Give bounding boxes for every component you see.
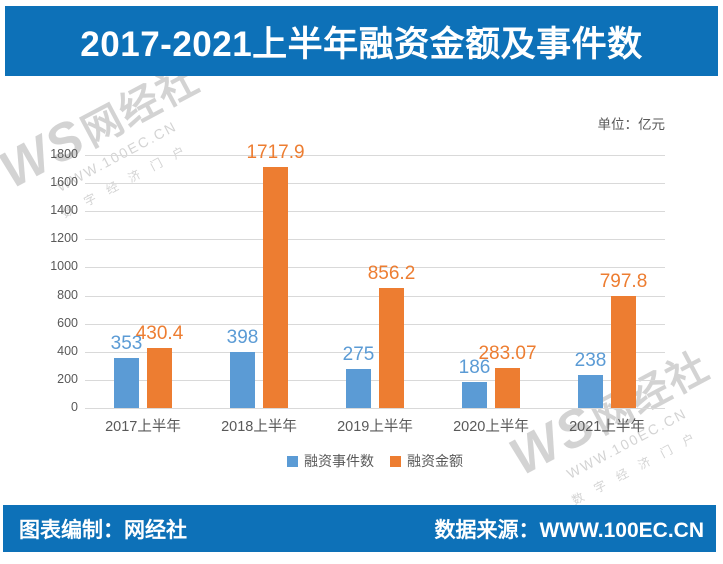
gridline [85, 323, 665, 325]
gridline [85, 408, 665, 409]
bar-value-label: 856.2 [367, 262, 416, 284]
chart-legend: 融资事件数 融资金额 [85, 450, 665, 472]
bar-events [114, 358, 139, 408]
y-tick-label: 1400 [50, 203, 78, 218]
gridline [85, 295, 665, 297]
bar-amount [495, 368, 520, 408]
gridline [85, 211, 665, 213]
bar-events [578, 374, 603, 408]
y-tick-label: 1200 [50, 231, 78, 246]
x-tick-label: 2017上半年 [105, 419, 181, 435]
bar-amount [379, 287, 404, 408]
x-tick-label: 2018上半年 [221, 419, 297, 435]
y-tick-label: 1000 [50, 259, 78, 274]
gridline [85, 183, 665, 185]
bar-value-label: 797.8 [599, 270, 648, 292]
bar-value-label: 353 [110, 333, 143, 355]
gridline [85, 379, 665, 381]
y-tick-label: 600 [57, 315, 78, 330]
x-tick-label: 2020上半年 [453, 419, 529, 435]
legend-label: 融资金额 [407, 453, 463, 469]
footer-source: 数据来源：WWW.100EC.CN [434, 518, 704, 542]
y-tick-label: 200 [57, 371, 78, 386]
y-tick-label: 800 [57, 287, 78, 302]
bar-amount [263, 166, 288, 408]
bar-chart: 0 200 400 600 800 1000 1200 1400 1600 1800 2017上半年… [50, 141, 665, 435]
bar-amount [611, 295, 636, 408]
y-tick-label: 1800 [50, 147, 78, 161]
unit-label: 单位：亿元 [597, 117, 666, 132]
bar-value-label: 430.4 [135, 322, 184, 344]
gridline [85, 239, 665, 241]
x-tick-label: 2021上半年 [569, 419, 645, 435]
gridline [85, 155, 665, 156]
footer-banner: 图表编制：网经社 数据来源：WWW.100EC.CN [3, 505, 716, 552]
bar-value-label: 398 [226, 327, 259, 349]
page-title: 2017-2021上半年融资金额及事件数 [80, 24, 643, 64]
legend-item: 融资金额 [390, 451, 463, 471]
legend-swatch [390, 455, 401, 467]
bar-value-label: 1717.9 [246, 141, 305, 163]
bar-amount [147, 347, 172, 408]
gridline [85, 351, 665, 353]
y-tick-label: 0 [71, 400, 78, 414]
bar-events [230, 352, 255, 408]
bar-events [346, 369, 371, 408]
title-banner: 2017-2021上半年融资金额及事件数 [5, 6, 718, 76]
y-tick-label: 1600 [50, 175, 78, 190]
bar-value-label: 283.07 [478, 343, 537, 365]
legend-label: 融资事件数 [304, 453, 374, 469]
bar-value-label: 275 [342, 344, 375, 366]
legend-swatch [287, 455, 298, 467]
x-tick-label: 2019上半年 [337, 419, 413, 435]
bar-value-label: 186 [458, 356, 491, 378]
bar-value-label: 238 [574, 349, 607, 371]
footer-credit: 图表编制：网经社 [19, 518, 187, 542]
gridline [85, 267, 665, 269]
legend-item: 融资事件数 [287, 451, 374, 471]
y-tick-label: 400 [57, 343, 78, 358]
bar-events [462, 381, 487, 408]
